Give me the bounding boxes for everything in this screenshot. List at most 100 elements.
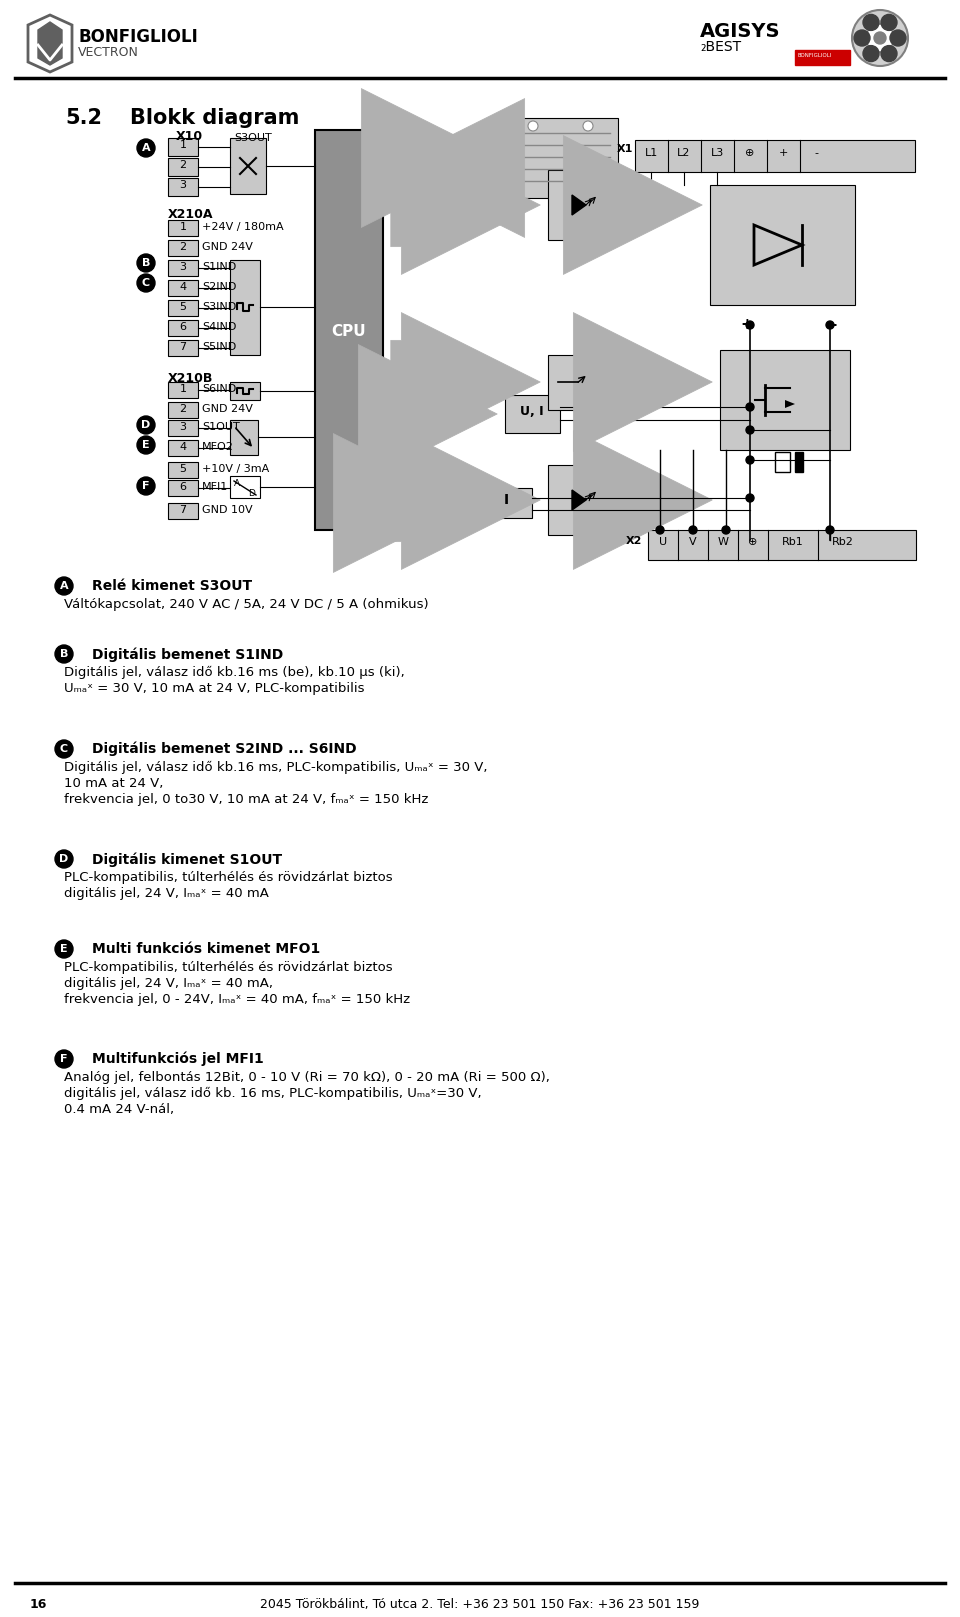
Text: digitális jel, 24 V, Iₘₐˣ = 40 mA,: digitális jel, 24 V, Iₘₐˣ = 40 mA, [64,977,273,990]
Text: Analóg jel, felbontás 12Bit, 0 - 10 V (Ri = 70 kΩ), 0 - 20 mA (Ri = 500 Ω),: Analóg jel, felbontás 12Bit, 0 - 10 V (R… [64,1070,550,1083]
Text: S5IND: S5IND [202,343,236,353]
Text: Rb1: Rb1 [782,537,804,547]
Circle shape [137,437,155,454]
Circle shape [55,577,73,595]
Text: W: W [717,537,729,547]
Text: Digitális bemenet S1IND: Digitális bemenet S1IND [92,647,283,661]
Text: D: D [60,854,68,863]
Bar [168,320,198,336]
Bar [505,395,560,433]
Text: V: V [689,537,697,547]
Text: 6: 6 [180,322,186,331]
Circle shape [854,31,870,45]
Bar [710,184,855,306]
Text: 2: 2 [180,160,186,170]
Circle shape [55,645,73,663]
Bar [230,382,260,399]
Text: digitális jel, válasz idő kb. 16 ms, PLC-kompatibilis, Uₘₐˣ=30 V,: digitális jel, válasz idő kb. 16 ms, PLC… [64,1087,482,1100]
Circle shape [656,526,664,534]
Text: BONFIGLIOLI: BONFIGLIOLI [78,27,198,45]
Text: S2IND: S2IND [202,281,236,293]
Circle shape [881,45,897,61]
Circle shape [55,741,73,758]
Text: 3: 3 [180,422,186,432]
Bar [168,403,198,419]
Circle shape [137,254,155,272]
Text: 2: 2 [180,243,186,252]
Text: 3: 3 [180,179,186,191]
Circle shape [746,322,754,328]
Text: Rb2: Rb2 [832,537,854,547]
Text: 5: 5 [180,302,186,312]
Bar [168,280,198,296]
Bar [168,301,198,315]
Polygon shape [572,490,586,509]
Circle shape [583,121,593,131]
Text: 4: 4 [180,441,186,453]
Circle shape [55,939,73,957]
Text: U: U [659,537,667,547]
Bar [230,260,260,356]
Text: L3: L3 [710,149,724,158]
Text: B: B [142,259,150,268]
Text: C: C [142,278,150,288]
Circle shape [866,24,894,52]
Text: MFO2: MFO2 [202,441,234,453]
Text: 5.2: 5.2 [65,108,102,128]
Text: +: + [740,317,753,331]
Bar [168,480,198,496]
Bar [168,420,198,437]
Circle shape [826,322,834,328]
Text: -: - [830,317,836,331]
Circle shape [881,15,897,31]
Text: L2: L2 [678,149,690,158]
Text: Multifunkciós jel MFI1: Multifunkciós jel MFI1 [92,1053,264,1067]
Text: Váltókapcsolat, 240 V AC / 5A, 24 V DC / 5 A (ohmikus): Váltókapcsolat, 240 V AC / 5A, 24 V DC /… [64,598,428,611]
Text: AGISYS: AGISYS [700,23,780,40]
Text: S3IND: S3IND [202,302,236,312]
Text: X210A: X210A [168,209,213,222]
Bar [230,420,258,454]
Circle shape [746,456,754,464]
Text: GND 24V: GND 24V [202,243,252,252]
Text: E: E [60,944,68,954]
Text: +: + [779,149,788,158]
Polygon shape [785,399,795,407]
Text: 16: 16 [30,1598,47,1611]
Text: 1: 1 [180,141,186,150]
Bar [168,239,198,255]
Text: Digitális jel, válasz idő kb.16 ms, PLC-kompatibilis, Uₘₐˣ = 30 V,: Digitális jel, válasz idő kb.16 ms, PLC-… [64,762,488,775]
Bar [168,260,198,277]
Bar [480,488,532,517]
Text: MFI1: MFI1 [202,482,228,492]
Bar [315,129,383,530]
Text: 7: 7 [180,505,186,514]
Text: CPU: CPU [332,323,367,340]
Text: Digitális bemenet S2IND ... S6IND: Digitális bemenet S2IND ... S6IND [92,742,356,757]
Text: 7: 7 [180,343,186,353]
Text: digitális jel, 24 V, Iₘₐˣ = 40 mA: digitális jel, 24 V, Iₘₐˣ = 40 mA [64,888,269,901]
Bar [168,503,198,519]
Circle shape [55,1049,73,1067]
Text: frekvencia jel, 0 - 24V, Iₘₐˣ = 40 mA, fₘₐˣ = 150 kHz: frekvencia jel, 0 - 24V, Iₘₐˣ = 40 mA, f… [64,993,410,1006]
Text: D: D [248,488,254,498]
Text: 5: 5 [180,464,186,474]
Text: S6IND: S6IND [202,383,236,395]
Text: 2: 2 [180,404,186,414]
Circle shape [722,526,730,534]
Text: S4IND: S4IND [202,322,236,331]
Circle shape [689,526,697,534]
Text: GND 24V: GND 24V [202,404,252,414]
Circle shape [137,477,155,495]
Text: Blokk diagram: Blokk diagram [130,108,300,128]
Bar [775,453,790,472]
Bar [548,356,628,411]
Text: PLC-kompatibilis, túlterhélés és rövidzárlat biztos: PLC-kompatibilis, túlterhélés és rövidzá… [64,960,393,973]
Text: X210B: X210B [168,372,213,385]
Bar [230,137,266,194]
Circle shape [137,139,155,157]
Bar [548,466,628,535]
Text: 6: 6 [180,482,186,492]
Bar [508,118,618,197]
Text: BONFIGLIOLI: BONFIGLIOLI [798,53,832,58]
